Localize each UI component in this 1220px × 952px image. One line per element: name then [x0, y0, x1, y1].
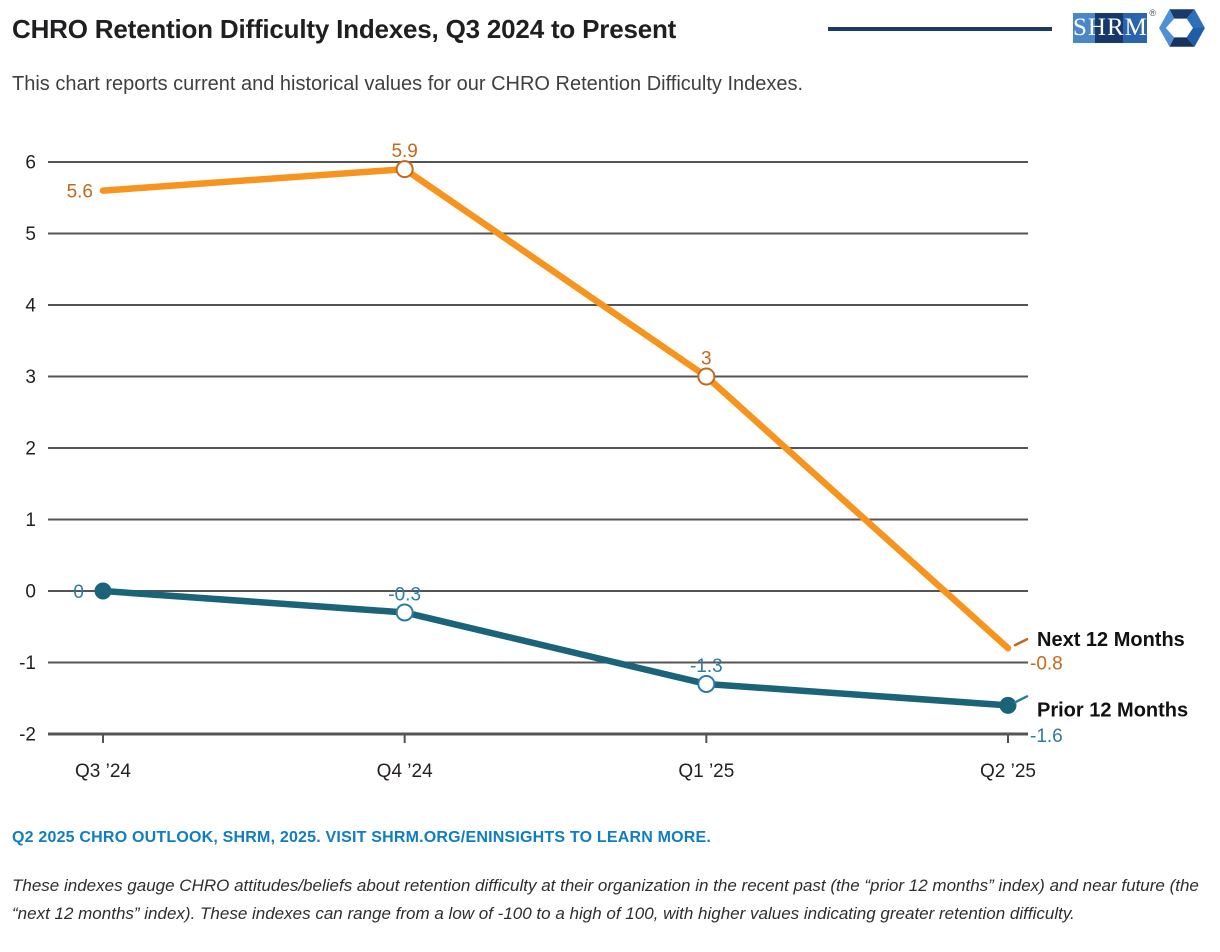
index-description: These indexes gauge CHRO attitudes/belie… [12, 876, 1199, 923]
logo-band-medium [1123, 13, 1147, 43]
x-axis-label: Q2 ’25 [980, 761, 1036, 782]
chart-area: 6 5 4 3 2 1 0 -1 -2 Q3 ’24 Q4 ’24 Q1 ’25 Q2 ’25 5.6 5.… [0, 130, 1220, 795]
data-point-label: 3 [701, 349, 712, 370]
source-citation: Q2 2025 CHRO OUTLOOK, SHRM, 2025. VISIT … [12, 829, 712, 846]
logo-band-light [1073, 13, 1095, 43]
leader-dash [1013, 637, 1029, 647]
y-axis-label: 3 [25, 367, 36, 388]
series-line [99, 165, 1012, 652]
series-line [99, 587, 1012, 709]
y-axis-label: 5 [25, 224, 36, 245]
y-axis-label: 2 [25, 439, 36, 460]
chart-title: CHRO Retention Difficulty Indexes, Q3 20… [12, 14, 677, 44]
registered-mark: ® [1149, 8, 1156, 18]
header-divider [828, 27, 1052, 31]
data-point-marker [94, 582, 112, 600]
y-axis-label: 0 [25, 582, 36, 603]
data-point-label: 5.6 [67, 182, 93, 203]
data-point-label: 5.9 [391, 141, 417, 162]
retention-index-chart: 6 5 4 3 2 1 0 -1 -2 Q3 ’24 Q4 ’24 Q1 ’25 Q2 ’25 5.6 5.… [19, 141, 1188, 782]
data-point-label: -1.3 [690, 656, 723, 677]
data-point-marker [697, 367, 716, 386]
data-point-label: -0.8 [1030, 654, 1063, 675]
y-axis-label: -1 [19, 653, 36, 674]
logo-band-dark [1095, 13, 1123, 43]
data-point-marker [999, 696, 1017, 714]
leader-dash [1013, 695, 1029, 704]
x-axis-label: Q3 ’24 [75, 761, 131, 782]
data-point-label: -0.3 [388, 584, 421, 605]
data-point-label: 0 [73, 582, 84, 603]
y-axis-label: 4 [25, 296, 36, 317]
shrm-logo: SHRM ® [1073, 8, 1156, 43]
shrm-spark-icon [1159, 9, 1205, 47]
y-axis-label: 1 [25, 510, 36, 531]
y-axis-label: -2 [19, 725, 36, 746]
data-point-label: -1.6 [1030, 726, 1063, 747]
x-axis-label: Q1 ’25 [678, 761, 734, 782]
data-point-marker [697, 674, 716, 693]
data-point-marker [395, 160, 414, 179]
series-end-label: Prior 12 Months [1037, 699, 1188, 721]
y-axis-label: 6 [25, 153, 36, 174]
series-end-label: Next 12 Months [1037, 629, 1185, 651]
chart-subtitle: This chart reports current and historica… [12, 73, 804, 95]
x-axis-label: Q4 ’24 [377, 761, 433, 782]
data-point-marker [395, 603, 414, 622]
shrm-wordmark: SHRM [1073, 14, 1148, 41]
